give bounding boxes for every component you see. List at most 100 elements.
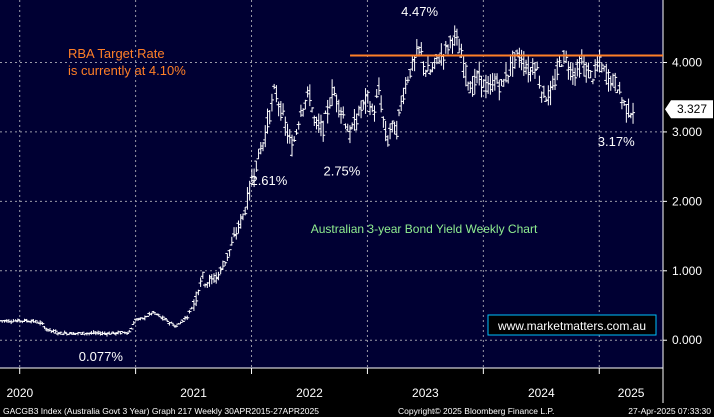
ohlc-bar: [499, 78, 504, 87]
ohlc-bar: [343, 123, 348, 129]
x-axis-panel: [0, 368, 663, 403]
ohlc-bar: [385, 135, 390, 147]
ohlc-bar: [33, 319, 38, 323]
ohlc-bar: [80, 331, 85, 335]
ohlc-bar: [631, 102, 636, 124]
ohlc-bar: [604, 63, 609, 85]
ohlc-bar: [256, 148, 261, 160]
ohlc-bar: [477, 61, 482, 86]
ohlc-bar: [470, 76, 475, 97]
ohlc-bar: [183, 315, 188, 321]
last-price-label: 3.327: [677, 102, 707, 116]
ohlc-bar: [339, 107, 344, 124]
ohlc-bar: [160, 315, 165, 321]
ohlc-bar: [305, 86, 310, 98]
ohlc-bar: [410, 54, 415, 71]
x-tick-label: 2020: [7, 386, 34, 400]
ohlc-bar: [316, 113, 321, 133]
ohlc-bar: [352, 109, 357, 131]
ohlc-bar: [590, 78, 595, 85]
ohlc-bar: [541, 85, 546, 98]
ohlc-bar: [613, 72, 618, 92]
ohlc-bar: [461, 55, 466, 79]
ohlc-bar: [472, 68, 477, 95]
ohlc-bar: [118, 331, 123, 335]
ohlc-bar: [537, 75, 542, 89]
ohlc-bar: [312, 115, 317, 127]
ohlc-bar: [392, 121, 397, 135]
ohlc-bar: [49, 330, 54, 334]
ohlc-bar: [624, 104, 629, 123]
price-bars: [0, 25, 636, 337]
ohlc-bar: [111, 331, 116, 335]
ohlc-bar: [51, 329, 56, 333]
ohlc-bar: [140, 317, 145, 320]
ohlc-bar: [240, 213, 245, 221]
ohlc-bar: [506, 74, 511, 84]
last-price-tag: [665, 100, 713, 119]
ohlc-bar: [579, 49, 584, 65]
ohlc-bar: [207, 274, 212, 287]
ohlc-bar: [145, 315, 150, 318]
ohlc-bar: [301, 108, 306, 117]
ohlc-bar: [129, 327, 134, 330]
ohlc-bar: [185, 315, 190, 320]
ohlc-bar: [341, 106, 346, 119]
ohlc-bar: [475, 70, 480, 84]
ohlc-bar: [13, 319, 18, 322]
ohlc-bar: [399, 95, 404, 112]
y-tick-label: 1.000: [672, 264, 702, 278]
footer-copyright: Copyright© 2025 Bloomberg Finance L.P.: [398, 406, 554, 416]
ohlc-bar: [149, 312, 154, 316]
ohlc-bar: [446, 44, 451, 55]
ohlc-bar: [628, 112, 633, 119]
ohlc-bar: [577, 54, 582, 78]
ohlc-bar: [327, 97, 332, 109]
ohlc-bar: [261, 142, 266, 152]
ohlc-bar: [283, 116, 288, 136]
ohlc-bar: [617, 81, 622, 95]
ohlc-bar: [374, 89, 379, 99]
y-axis-panel: [663, 0, 714, 403]
ohlc-bar: [87, 332, 92, 336]
ohlc-bar: [334, 94, 339, 113]
ohlc-bar: [194, 291, 199, 307]
ohlc-bar: [225, 252, 230, 262]
ohlc-bar: [151, 310, 156, 314]
ohlc-bar: [588, 70, 593, 79]
ohlc-bar: [608, 75, 613, 91]
ohlc-bar: [198, 277, 203, 287]
ohlc-bar: [557, 55, 562, 68]
ohlc-bar: [586, 62, 591, 79]
target-rate-label-value: is currently at 4.10%: [68, 63, 186, 78]
ohlc-bar: [463, 63, 468, 87]
ohlc-bar: [582, 56, 587, 77]
ohlc-bar: [42, 326, 47, 329]
watermark-box: [487, 314, 657, 336]
ohlc-bar: [247, 180, 252, 201]
ohlc-bar: [44, 327, 49, 332]
ohlc-bar: [290, 134, 295, 157]
ohlc-bar: [566, 61, 571, 80]
ohlc-bar: [388, 123, 393, 140]
ohlc-bar: [597, 49, 602, 73]
ohlc-bar: [602, 65, 607, 72]
ohlc-bar: [4, 319, 9, 323]
ohlc-bar: [127, 329, 132, 333]
ohlc-bar: [481, 79, 486, 88]
ohlc-bar: [220, 260, 225, 271]
ohlc-bar: [546, 85, 551, 106]
value-annotation: 2.61%: [250, 173, 287, 188]
ohlc-bar: [156, 313, 161, 317]
ohlc-bar: [258, 142, 263, 155]
ohlc-bar: [526, 54, 531, 83]
footer-bar: [0, 403, 714, 417]
ohlc-bar: [276, 101, 281, 117]
ohlc-bar: [584, 62, 589, 83]
ohlc-bar: [178, 321, 183, 325]
ohlc-bar: [535, 61, 540, 70]
y-axis: 0.000 1.000 2.000 3.000 4.000: [663, 55, 702, 347]
ohlc-bar: [154, 313, 159, 315]
ohlc-bar: [430, 62, 435, 73]
ohlc-bar: [109, 332, 114, 335]
